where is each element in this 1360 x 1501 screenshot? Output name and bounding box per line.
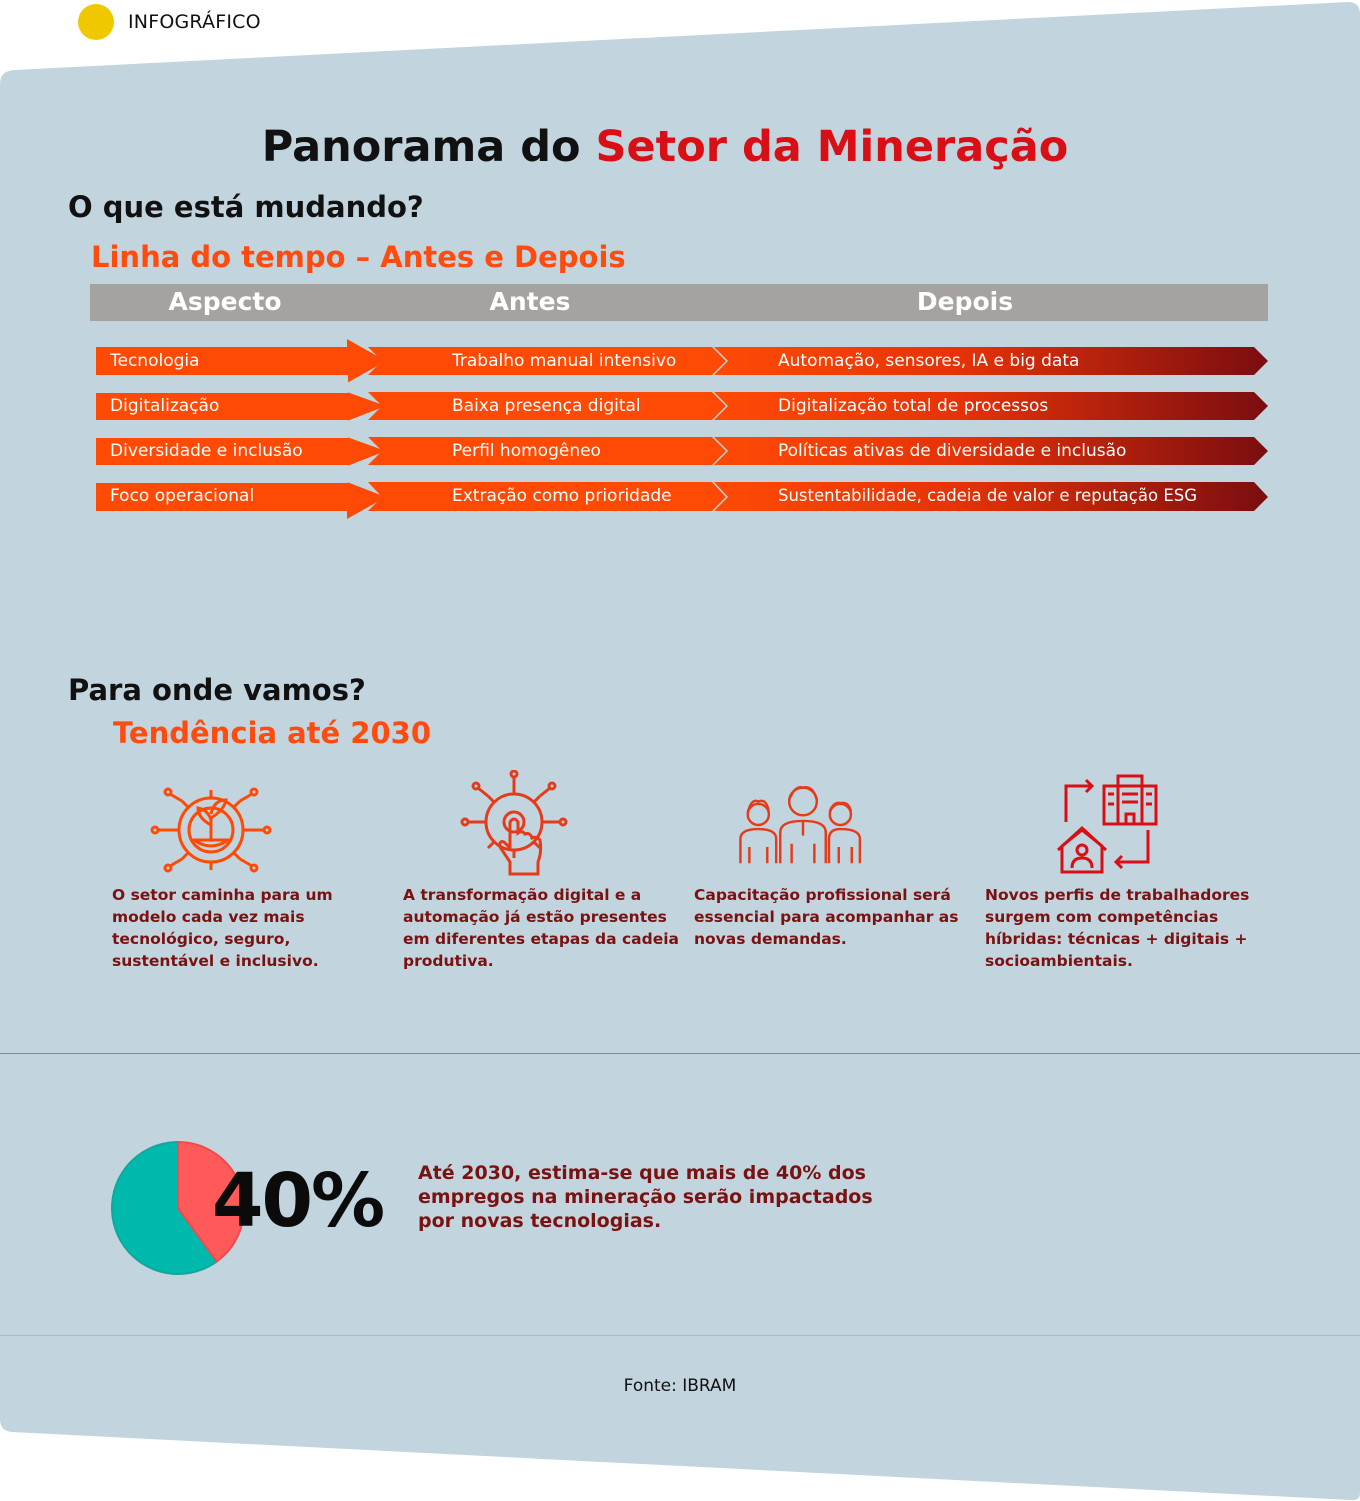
antes-chevron: [368, 347, 726, 375]
aspect-separator: [90, 375, 348, 393]
depois-chevron: [714, 437, 1268, 465]
people-group-icon: [739, 786, 862, 864]
row-before: Perfil homogêneo: [452, 441, 601, 461]
column-header-aspecto: Aspecto: [168, 287, 282, 316]
row-aspect: Tecnologia: [110, 351, 200, 371]
home-office-exchange-icon: [1056, 774, 1158, 874]
row-aspect: Diversidade e inclusão: [110, 441, 303, 461]
row-before: Baixa presença digital: [452, 396, 641, 416]
row-after: Sustentabilidade, cadeia de valor e repu…: [778, 486, 1198, 505]
aspect-separator: [90, 420, 348, 438]
timeline-graphic: [90, 284, 1268, 519]
stat-description: Até 2030, estima-se que mais de 40% dos …: [418, 1162, 873, 1232]
section1-subheading: Linha do tempo – Antes e Depois: [91, 240, 626, 274]
stat-value: 40%: [212, 1158, 385, 1244]
gear-sprout-icon: [150, 787, 272, 873]
row-after: Automação, sensores, IA e big data: [778, 351, 1080, 371]
depois-chevron: [714, 392, 1268, 420]
column-header-depois: Depois: [916, 287, 1014, 316]
aspect-separator: [90, 465, 348, 483]
page-title: Panorama do Setor da Mineração: [0, 122, 1330, 172]
trend-text: O setor caminha para um modelo cada vez …: [112, 886, 333, 970]
row-before: Extração como prioridade: [452, 486, 672, 506]
section1-heading: O que está mudando?: [68, 190, 424, 224]
row-after: Políticas ativas de diversidade e inclus…: [778, 441, 1127, 461]
trend-text: Capacitação profissional será essencial …: [694, 886, 959, 948]
pie-slice-remaining: [111, 1140, 219, 1275]
row-before: Trabalho manual intensivo: [452, 351, 677, 371]
section2-subheading: Tendência até 2030: [113, 716, 432, 750]
footer-divider: [0, 1335, 1360, 1336]
kicker: INFOGRÁFICO: [78, 4, 261, 40]
row-aspect: Foco operacional: [110, 486, 255, 506]
trend-text: A transformação digital e a automação já…: [403, 886, 679, 970]
antes-chevron: [368, 437, 726, 465]
section-divider: [0, 1053, 1360, 1054]
source-note: Fonte: IBRAM: [623, 1376, 737, 1396]
section2-heading: Para onde vamos?: [68, 673, 366, 707]
title-part-2: Setor da Mineração: [595, 122, 1069, 172]
column-header-antes: Antes: [489, 287, 571, 316]
kicker-label: INFOGRÁFICO: [128, 11, 261, 33]
trend-text: Novos perfis de trabalhadores surgem com…: [985, 886, 1250, 970]
antes-chevron: [368, 392, 726, 420]
gear-touch-icon: [460, 770, 568, 876]
row-aspect: Digitalização: [110, 396, 220, 416]
stat-pie-chart: [111, 1140, 245, 1275]
depois-chevron: [714, 482, 1268, 511]
timeline-header-bar: [90, 284, 1268, 321]
antes-chevron: [368, 482, 726, 511]
pie-slice-share: [177, 1140, 245, 1263]
title-part-1: Panorama do: [261, 122, 596, 172]
depois-chevron: [714, 347, 1268, 375]
row-after: Digitalização total de processos: [778, 396, 1049, 416]
kicker-dot: [78, 4, 114, 40]
